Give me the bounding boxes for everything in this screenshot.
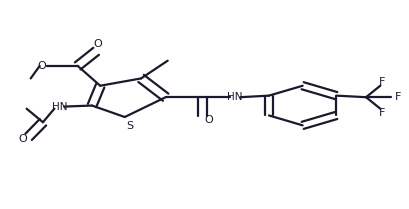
Text: O: O: [18, 134, 27, 144]
Text: O: O: [204, 115, 213, 125]
Text: F: F: [379, 76, 386, 87]
Text: S: S: [126, 121, 134, 131]
Text: O: O: [94, 39, 103, 49]
Text: O: O: [38, 61, 47, 71]
Text: HN: HN: [52, 102, 67, 112]
Text: F: F: [379, 108, 386, 118]
Text: HN: HN: [227, 92, 243, 102]
Text: F: F: [395, 92, 401, 102]
